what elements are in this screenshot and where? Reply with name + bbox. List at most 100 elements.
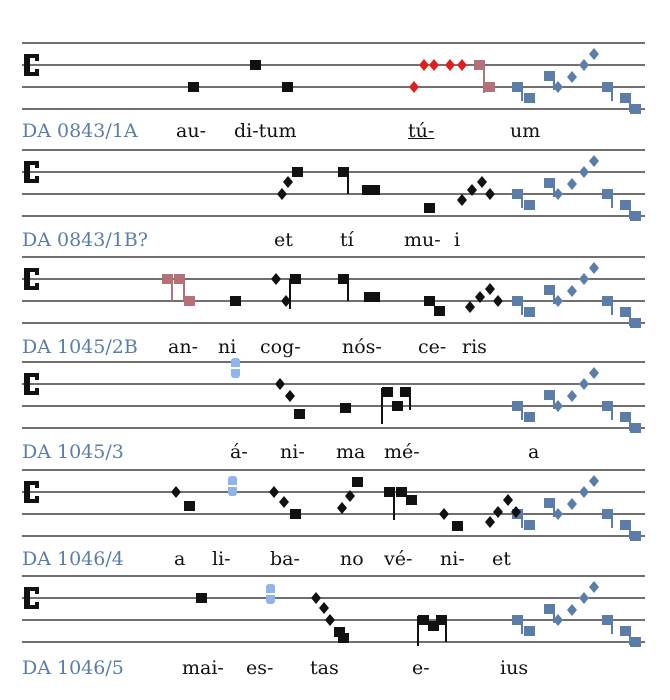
c-clef-icon — [30, 587, 39, 609]
punctum-neume-icon — [524, 626, 535, 636]
rhombus-neume-icon — [467, 184, 477, 196]
rhombus-neume-icon — [567, 390, 577, 402]
punctum-neume-icon — [174, 274, 185, 284]
rhombus-neume-icon — [567, 178, 577, 190]
lyric-syllable: li- — [212, 548, 231, 570]
text-row-5: DA 1046/4 a li- ba- no vé- ni- et — [0, 545, 670, 575]
lyric-syllable: an- — [168, 336, 198, 358]
rhombus-neume-icon — [485, 516, 495, 528]
punctum-neume-icon — [434, 306, 445, 316]
punctum-neume-icon — [400, 387, 411, 397]
punctum-neume-icon — [334, 627, 345, 637]
rhombus-neume-icon — [589, 581, 599, 593]
punctum-neume-icon — [602, 189, 613, 199]
punctum-neume-icon — [452, 521, 463, 531]
punctum-neume-icon — [250, 60, 261, 70]
lyric-syllable: no — [340, 548, 364, 570]
punctum-neume-icon — [184, 501, 195, 511]
rhombus-neume-icon — [477, 176, 487, 188]
lyric-syllable: di-tum — [234, 120, 297, 142]
punctum-neume-icon — [544, 285, 555, 295]
rhombus-neume-icon — [553, 295, 563, 307]
punctum-neume-icon — [512, 82, 523, 92]
lyric-syllable: a — [528, 441, 540, 463]
punctum-neume-icon — [340, 403, 351, 413]
punctum-neume-icon — [484, 82, 495, 92]
rhombus-neume-icon — [337, 502, 347, 514]
punctum-neume-icon — [524, 200, 535, 210]
c-clef-icon — [30, 481, 39, 503]
lyric-syllable: es- — [246, 657, 274, 679]
lyric-syllable: e- — [412, 657, 430, 679]
punctum-neume-icon — [184, 296, 195, 306]
rhombus-neume-icon — [589, 48, 599, 60]
lyric-syllable: ce- — [418, 336, 447, 358]
punctum-neume-icon — [620, 93, 631, 103]
lyric-syllable: ba- — [270, 548, 300, 570]
source-label: DA 1045/2B — [22, 336, 138, 358]
text-row-2: DA 0843/1B? et tí mu- i — [0, 226, 670, 256]
punctum-neume-icon — [428, 621, 439, 631]
lyric-syllable: ni- — [280, 441, 305, 463]
rhombus-neume-icon — [567, 285, 577, 297]
punctum-neume-icon — [620, 412, 631, 422]
rhombus-neume-icon — [493, 506, 503, 518]
punctum-neume-icon — [524, 520, 535, 530]
punctum-neume-icon — [424, 203, 435, 213]
punctum-neume-icon — [630, 423, 641, 433]
c-clef-icon — [24, 268, 30, 290]
rhombus-neume-icon — [429, 59, 439, 71]
punctum-neume-icon — [418, 615, 429, 625]
punctum-neume-icon — [196, 593, 207, 603]
rhombus-neume-icon — [465, 301, 475, 313]
rhombus-neume-icon — [325, 614, 335, 626]
rhombus-neume-icon — [579, 273, 589, 285]
lyric-syllable: mu- — [404, 229, 441, 251]
text-row-4: DA 1045/3 á- ni- ma mé- a — [0, 438, 670, 468]
c-clef-icon — [24, 587, 30, 609]
punctum-neume-icon — [544, 604, 555, 614]
punctum-neume-icon — [602, 615, 613, 625]
lyric-syllable: et — [492, 548, 511, 570]
rhombus-neume-icon — [503, 494, 513, 506]
rhombus-neume-icon — [553, 614, 563, 626]
rhombus-neume-icon — [493, 295, 503, 307]
punctum-neume-icon — [290, 274, 301, 284]
punctum-neume-icon — [630, 637, 641, 647]
rhombus-neume-icon — [419, 59, 429, 71]
lyric-syllable: tas — [310, 657, 339, 679]
punctum-neume-icon — [352, 477, 363, 487]
rhombus-neume-icon — [457, 194, 467, 206]
rhombus-neume-icon — [579, 166, 589, 178]
punctum-neume-icon — [524, 307, 535, 317]
c-clef-icon — [30, 268, 39, 290]
punctum-neume-icon — [294, 409, 305, 419]
punctum-neume-icon — [620, 626, 631, 636]
rhombus-neume-icon — [485, 283, 495, 295]
c-clef-icon — [24, 161, 30, 183]
punctum-neume-icon — [290, 509, 301, 519]
punctum-neume-icon — [544, 390, 555, 400]
punctum-neume-icon — [620, 307, 631, 317]
punctum-neume-icon — [602, 296, 613, 306]
lyric-syllable: a — [174, 548, 186, 570]
lyric-syllable: tí — [340, 229, 354, 251]
punctum-neume-icon — [338, 633, 349, 643]
lyric-syllable: um — [510, 120, 541, 142]
punctum-neume-icon — [338, 274, 349, 284]
rhombus-neume-icon — [579, 592, 589, 604]
rhombus-neume-icon — [281, 295, 291, 307]
punctum-neume-icon — [436, 615, 447, 625]
source-label: DA 1045/3 — [22, 441, 124, 463]
text-row-3: DA 1045/2B an- ni cog- nós- ce- ris — [0, 333, 670, 363]
rhombus-neume-icon — [319, 602, 329, 614]
punctum-neume-icon — [630, 318, 641, 328]
punctum-neume-icon — [162, 274, 173, 284]
rhombus-neume-icon — [485, 188, 495, 200]
rhombus-neume-icon — [553, 400, 563, 412]
punctum-neume-icon — [384, 487, 395, 497]
rhombus-neume-icon — [345, 490, 355, 502]
lyric-syllable: ni — [218, 336, 237, 358]
punctum-neume-icon — [364, 292, 380, 302]
